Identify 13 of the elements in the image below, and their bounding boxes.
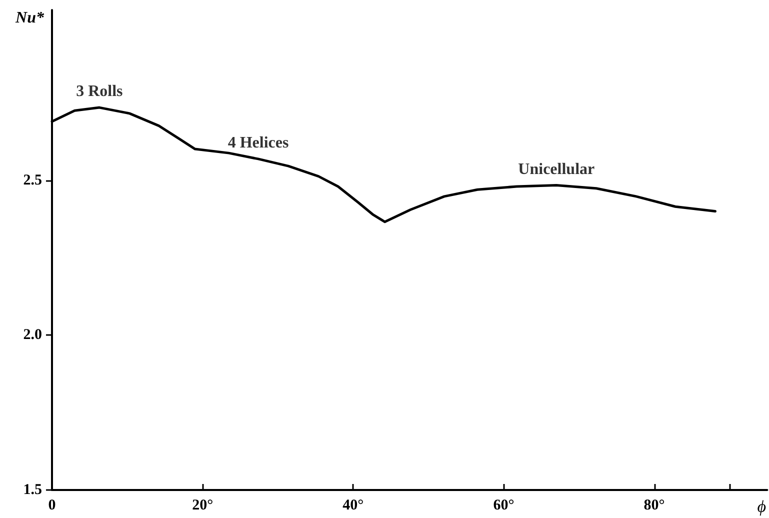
annotation: 4 Helices <box>228 134 289 152</box>
x-tick-label: 80° <box>644 498 665 514</box>
annotation: 3 Rolls <box>76 83 123 100</box>
x-tick-label: 40° <box>342 498 364 514</box>
y-tick-label: 2.5 <box>23 172 42 188</box>
x-tick-label: 60° <box>493 498 514 514</box>
x-tick-label: 20° <box>192 498 214 514</box>
y-axis-title: Nu* <box>14 10 45 26</box>
y-tick-label: 2.0 <box>23 327 42 344</box>
x-tick-label: 0 <box>48 498 56 514</box>
annotation: Unicellular <box>518 160 595 178</box>
x-axis-title: ϕ <box>757 497 766 516</box>
y-tick-label: 1.5 <box>23 482 42 498</box>
